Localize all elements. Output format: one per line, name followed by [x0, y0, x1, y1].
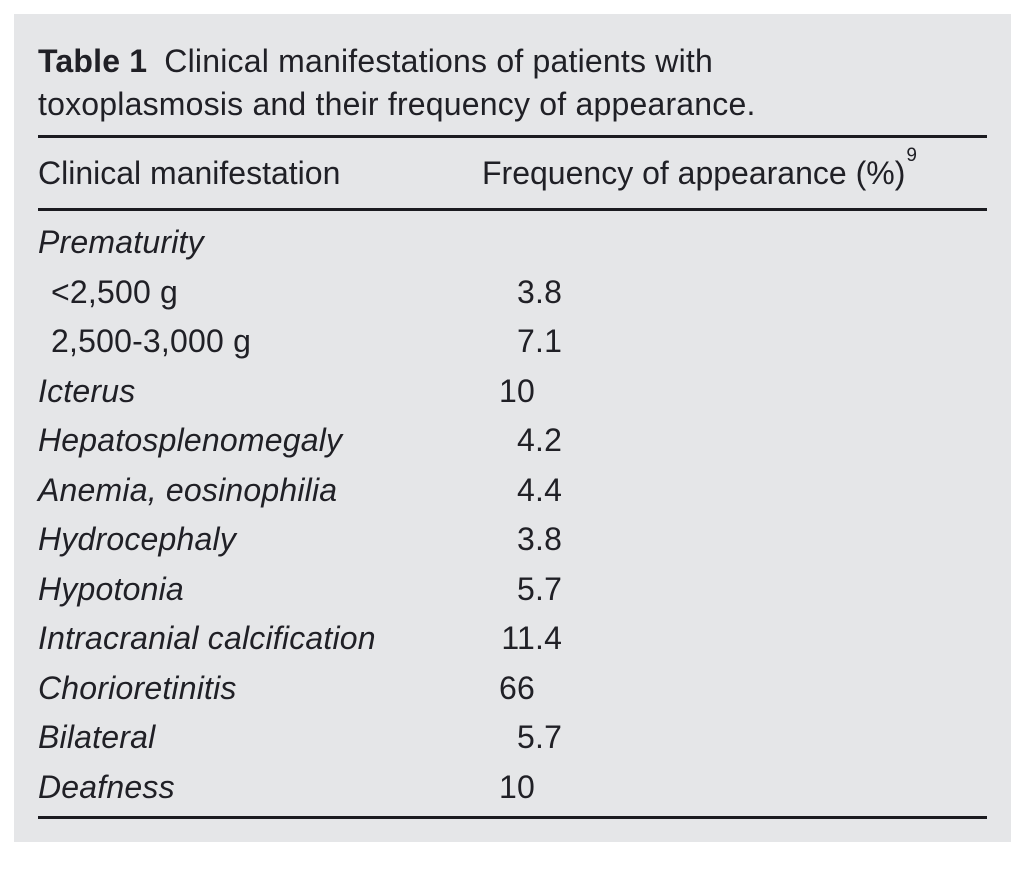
frequency-value: 4.2	[517, 422, 563, 458]
table-row: Hepatosplenomegaly 4.2	[38, 416, 987, 466]
table-row: Anemia, eosinophilia 4.4	[38, 466, 987, 516]
table-row: Icterus 10	[38, 367, 987, 417]
manifestation-name: Bilateral	[38, 719, 156, 755]
manifestation-name: Anemia, eosinophilia	[38, 471, 338, 508]
table-row: Chorioretinitis 66	[38, 664, 987, 714]
manifestation-name: Hepatosplenomegaly	[38, 422, 343, 458]
column-header-manifestation: Clinical manifestation	[38, 155, 341, 191]
table-row: Prematurity	[38, 218, 987, 268]
frequency-value: 4.4	[517, 471, 563, 508]
table-row: 2,500-3,000 g 7.1	[38, 317, 987, 367]
manifestation-name: Hydrocephaly	[38, 521, 237, 557]
manifestation-name: Intracranial calcification	[38, 620, 376, 656]
manifestation-name: 2,500-3,000 g	[51, 323, 252, 359]
manifestation-name: Icterus	[38, 372, 136, 409]
frequency-value: 66	[499, 669, 535, 706]
frequency-value: 7.1	[517, 323, 563, 359]
column-header-frequency-text: Frequency of appearance (%)	[482, 155, 906, 191]
table-panel: Table 1 Clinical manifestations of patien…	[14, 14, 1011, 842]
manifestation-name: <2,500 g	[51, 273, 179, 310]
frequency-value: 5.7	[517, 719, 563, 755]
manifestation-name: Prematurity	[38, 224, 204, 260]
table-caption-text: Clinical manifestations of patients with…	[38, 43, 756, 122]
table-label: Table 1	[38, 43, 148, 79]
table-caption: Table 1 Clinical manifestations of patien…	[38, 40, 813, 126]
table-row: Deafness 10	[38, 763, 987, 813]
manifestation-name: Deafness	[38, 768, 175, 805]
table-row: Hypotonia 5.7	[38, 565, 987, 615]
table-row: Hydrocephaly 3.8	[38, 515, 987, 565]
frequency-value	[482, 218, 987, 268]
reference-superscript: 9	[906, 145, 917, 167]
rule-header	[38, 208, 987, 211]
frequency-value: 10	[499, 768, 535, 805]
rule-top	[38, 135, 987, 138]
manifestation-name: Chorioretinitis	[38, 669, 237, 706]
frequency-value: 3.8	[517, 273, 563, 310]
column-header-frequency: Frequency of appearance (%)9	[482, 146, 987, 192]
frequency-value: 3.8	[517, 521, 563, 557]
table-header-row: Clinical manifestation Frequency of appe…	[38, 138, 987, 208]
frequency-value: 5.7	[517, 570, 563, 607]
frequency-value: 10	[499, 372, 535, 409]
rule-bottom	[38, 816, 987, 819]
table-row: Intracranial calcification 11.4	[38, 614, 987, 664]
frequency-value: 11.4	[501, 620, 563, 656]
table-row: <2,500 g 3.8	[38, 268, 987, 318]
table-body: Prematurity <2,500 g 3.8 2,500-3,000 g 7…	[38, 218, 987, 812]
manifestation-name: Hypotonia	[38, 570, 184, 607]
table-row: Bilateral 5.7	[38, 713, 987, 763]
